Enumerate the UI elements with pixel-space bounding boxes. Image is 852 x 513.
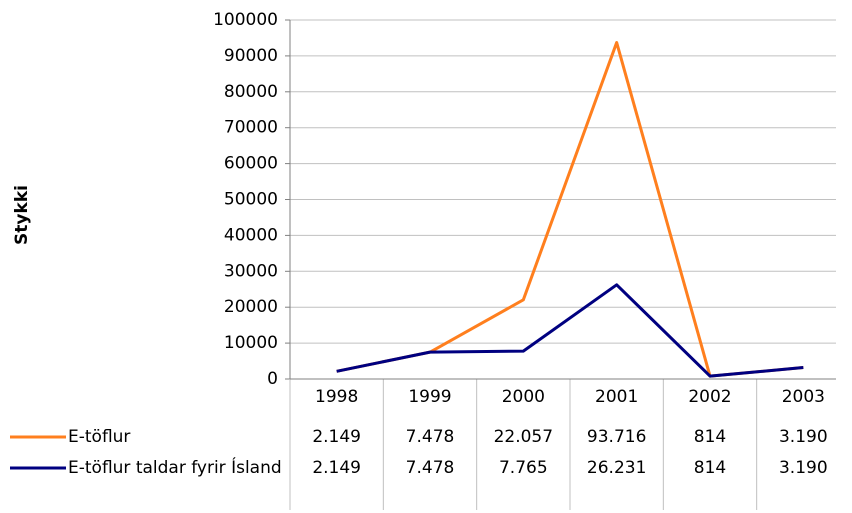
table-value: 814 <box>694 427 726 447</box>
legend-label: E-töflur taldar fyrir Ísland <box>68 458 282 478</box>
table-value: 2.149 <box>312 458 361 478</box>
y-tick-label: 100000 <box>213 10 278 30</box>
y-tick-label: 90000 <box>224 46 278 66</box>
table-value: 26.231 <box>587 458 646 478</box>
table-value: 3.190 <box>779 458 828 478</box>
y-axis-label: Stykki <box>12 185 32 245</box>
table-value: 7.478 <box>406 427 455 447</box>
legend-label: E-töflur <box>68 427 131 447</box>
x-tick-label: 2000 <box>502 387 545 407</box>
y-tick-label: 10000 <box>224 333 278 353</box>
x-tick-label: 2002 <box>688 387 731 407</box>
y-tick-label: 60000 <box>224 154 278 174</box>
y-tick-label: 50000 <box>224 190 278 210</box>
y-tick-label: 40000 <box>224 225 278 245</box>
table-value: 7.765 <box>499 458 548 478</box>
table-value: 2.149 <box>312 427 361 447</box>
table-value: 93.716 <box>587 427 646 447</box>
table-value: 7.478 <box>406 458 455 478</box>
series-line <box>336 283 804 378</box>
table-value: 814 <box>694 458 726 478</box>
x-tick-label: 1999 <box>408 387 451 407</box>
table-value: 22.057 <box>494 427 553 447</box>
x-tick-label: 2003 <box>782 387 825 407</box>
y-tick-label: 80000 <box>224 82 278 102</box>
y-tick-label: 30000 <box>224 261 278 281</box>
series-line <box>336 41 804 378</box>
y-tick-label: 70000 <box>224 118 278 138</box>
table-value: 3.190 <box>779 427 828 447</box>
y-tick-label: 0 <box>267 369 278 389</box>
x-tick-label: 1998 <box>315 387 358 407</box>
x-tick-label: 2001 <box>595 387 638 407</box>
y-tick-label: 20000 <box>224 297 278 317</box>
